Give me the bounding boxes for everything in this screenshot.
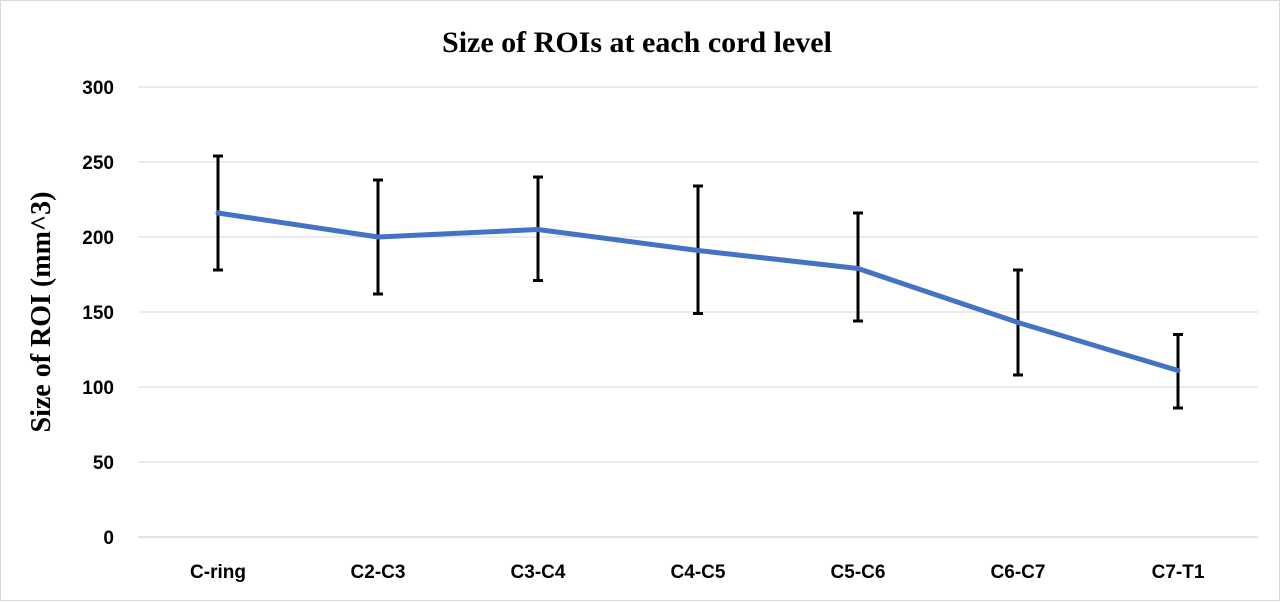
y-axis-ticks: 0 50 100 150 200 250 300 — [82, 78, 114, 549]
data-point — [695, 248, 701, 253]
x-tick-label: C4-C5 — [671, 562, 726, 583]
y-axis-label: Size of ROI (mm^3) — [26, 192, 57, 433]
x-tick-label: C-ring — [190, 562, 246, 583]
x-tick-label: C5-C6 — [831, 562, 886, 583]
data-point — [1015, 320, 1021, 325]
y-tick-label: 100 — [82, 378, 114, 399]
x-tick-label: C3-C4 — [511, 562, 566, 583]
x-tick-label: C7-T1 — [1152, 562, 1205, 583]
y-tick-label: 50 — [93, 453, 114, 474]
data-point — [215, 210, 221, 216]
error-bars — [213, 154, 1183, 410]
x-tick-label: C6-C7 — [991, 562, 1046, 583]
chart-title: Size of ROIs at each cord level — [442, 26, 832, 59]
data-point — [1175, 368, 1181, 373]
x-tick-label: C2-C3 — [351, 562, 406, 583]
y-tick-label: 150 — [82, 303, 114, 324]
data-point — [375, 234, 381, 240]
y-tick-label: 250 — [82, 153, 114, 174]
y-tick-label: 0 — [103, 528, 114, 549]
x-axis-ticks: C-ring C2-C3 C3-C4 C4-C5 C5-C6 C6-C7 C7-T1 — [190, 562, 1205, 583]
y-tick-label: 300 — [82, 78, 114, 99]
series-layer — [215, 210, 1181, 373]
y-tick-label: 200 — [82, 228, 114, 249]
data-point — [855, 266, 861, 271]
data-point — [535, 227, 541, 232]
